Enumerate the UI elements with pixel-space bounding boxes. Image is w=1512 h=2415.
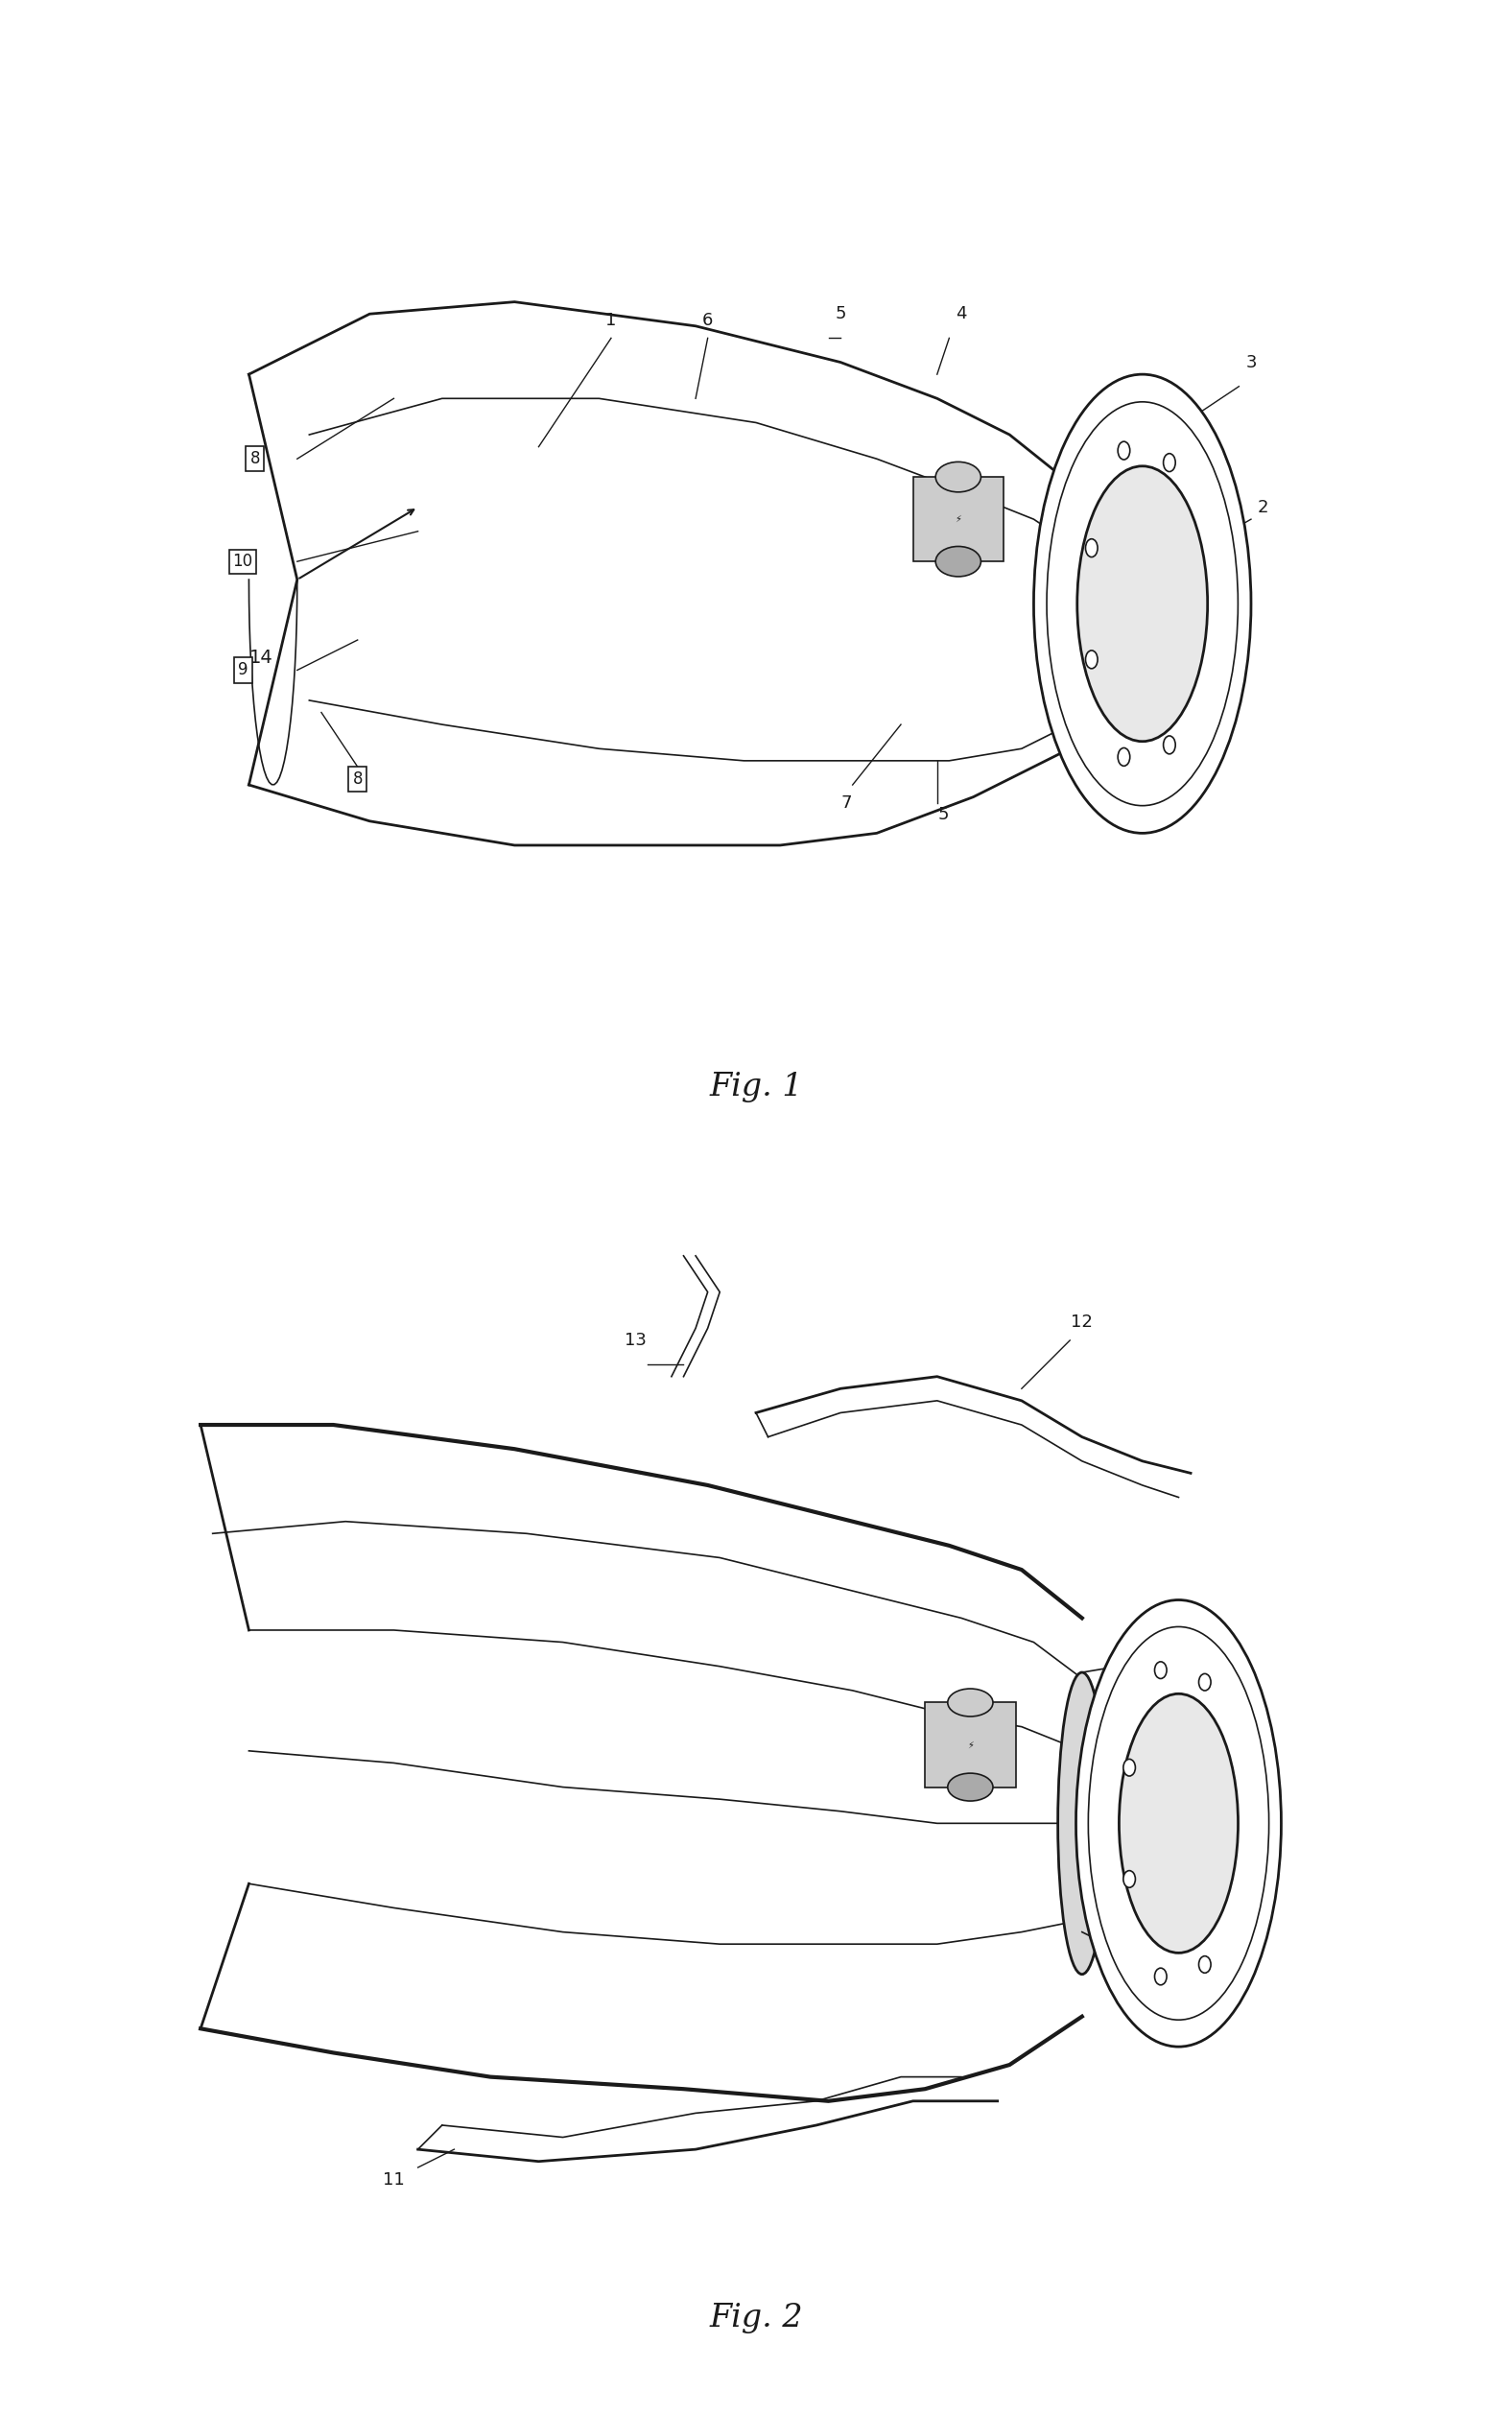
Text: Fig. 2: Fig. 2	[709, 2304, 803, 2333]
Ellipse shape	[948, 1773, 993, 1802]
Ellipse shape	[1086, 539, 1098, 558]
Ellipse shape	[1086, 650, 1098, 669]
Polygon shape	[925, 1703, 1016, 1787]
Text: 8: 8	[249, 449, 260, 469]
Text: 9: 9	[237, 662, 248, 679]
Text: 6: 6	[702, 312, 714, 328]
Text: 14: 14	[249, 650, 272, 667]
Ellipse shape	[1155, 1662, 1167, 1678]
Text: 4: 4	[956, 304, 966, 324]
Ellipse shape	[1123, 1872, 1136, 1889]
Text: ⚡: ⚡	[956, 514, 962, 524]
Text: 7: 7	[841, 795, 853, 811]
Ellipse shape	[1046, 401, 1238, 807]
Text: 3: 3	[1246, 353, 1256, 372]
Ellipse shape	[1089, 1628, 1269, 2019]
Text: 5: 5	[835, 304, 847, 324]
Text: ⚡: ⚡	[968, 1741, 974, 1748]
Ellipse shape	[1117, 442, 1129, 459]
Ellipse shape	[1077, 466, 1208, 741]
Ellipse shape	[1163, 737, 1175, 753]
Text: 11: 11	[383, 2171, 405, 2188]
Ellipse shape	[936, 546, 981, 577]
Ellipse shape	[1058, 1671, 1107, 1975]
Text: 8: 8	[352, 770, 363, 787]
Ellipse shape	[1199, 1956, 1211, 1973]
Text: Fig. 1: Fig. 1	[709, 1072, 803, 1101]
Polygon shape	[913, 478, 1004, 560]
Text: 12: 12	[1070, 1314, 1093, 1331]
Ellipse shape	[1155, 1968, 1167, 1985]
Ellipse shape	[1034, 374, 1250, 833]
Ellipse shape	[1199, 1674, 1211, 1690]
Ellipse shape	[1119, 1693, 1238, 1954]
Text: 10: 10	[233, 553, 253, 570]
Text: 2: 2	[1258, 497, 1269, 517]
Ellipse shape	[936, 461, 981, 493]
Ellipse shape	[1058, 447, 1107, 761]
Ellipse shape	[1077, 1601, 1281, 2048]
Text: 5: 5	[937, 807, 948, 824]
Text: 1: 1	[606, 312, 617, 328]
Text: 13: 13	[624, 1331, 646, 1350]
Ellipse shape	[1123, 1758, 1136, 1775]
Ellipse shape	[948, 1688, 993, 1717]
Ellipse shape	[1163, 454, 1175, 471]
Ellipse shape	[1117, 749, 1129, 766]
